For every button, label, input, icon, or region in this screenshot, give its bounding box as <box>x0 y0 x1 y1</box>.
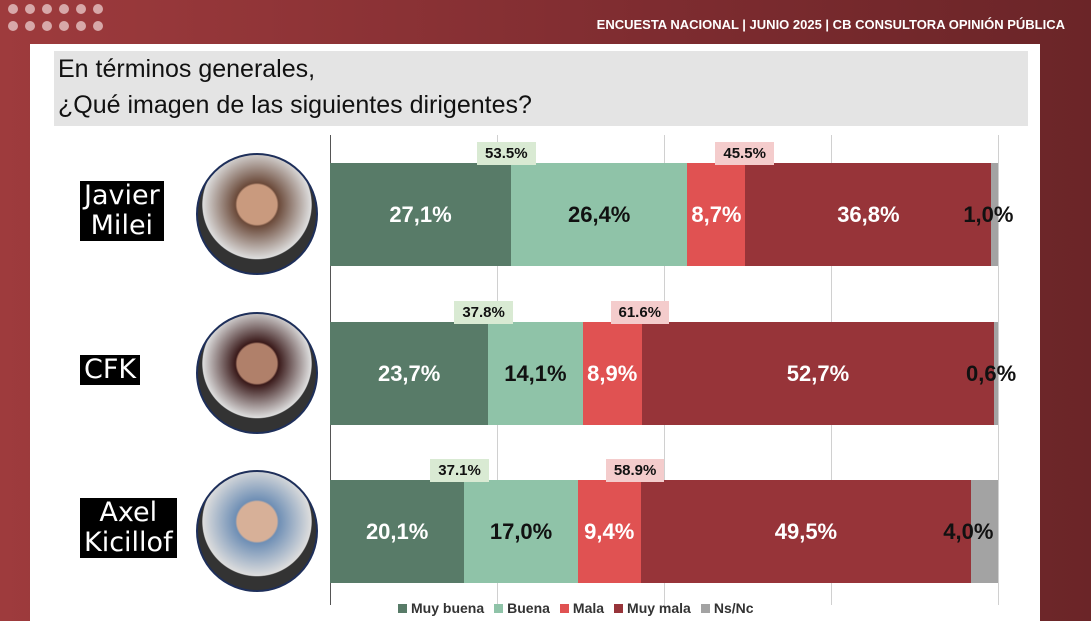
bar-segment: 17,0% <box>464 480 578 583</box>
legend-label: Muy buena <box>411 600 485 616</box>
bar-segment: 14,1% <box>488 322 583 425</box>
legend-label: Mala <box>572 600 605 616</box>
bar-segment: 52,7% <box>641 322 994 425</box>
category-label: Javier Milei <box>80 181 164 241</box>
bar-segment: 49,5% <box>640 480 972 583</box>
category-label: Axel Kicillof <box>80 498 177 558</box>
legend-item: Buena <box>494 600 550 616</box>
legend-swatch <box>614 604 624 613</box>
bar-segment: 20,1% <box>330 480 465 583</box>
legend-item: Ns/Nc <box>700 600 754 616</box>
bar-segment-ns <box>971 480 998 583</box>
question-line-2: ¿Qué imagen de las siguientes dirigentes… <box>58 91 532 119</box>
question-box: En términos generales, ¿Qué imagen de las… <box>54 51 1028 126</box>
bar-segment: 1,0% <box>963 163 1013 266</box>
avatar-cfk <box>196 312 318 434</box>
positive-total-label: 53.5% <box>477 142 536 165</box>
avatar-javier-milei <box>196 153 318 275</box>
bar-segment: 23,7% <box>330 322 489 425</box>
legend: Muy buena Buena Mala Muy mala Ns/Nc <box>398 600 754 616</box>
legend-label: Muy mala <box>627 600 691 616</box>
question-line-1: En términos generales, <box>58 55 316 83</box>
legend-swatch <box>398 604 407 613</box>
bar-segment: 8,9% <box>582 322 642 425</box>
bar-segment: 27,1% <box>330 163 512 266</box>
positive-total-label: 37.1% <box>430 459 489 482</box>
legend-swatch <box>559 604 569 613</box>
legend-swatch <box>700 604 710 613</box>
negative-total-label: 58.9% <box>605 459 665 482</box>
legend-item: Muy mala <box>614 600 691 616</box>
decorative-dots <box>8 4 103 31</box>
legend-item: Mala <box>559 600 605 616</box>
category-label: CFK <box>80 355 141 385</box>
gridline <box>998 135 999 605</box>
legend-item: Muy buena <box>398 600 484 616</box>
bar-segment: 26,4% <box>511 163 688 266</box>
legend-label: Buena <box>507 600 550 616</box>
bar-segment: 4,0% <box>943 518 994 544</box>
legend-swatch <box>494 604 504 613</box>
negative-total-label: 61.6% <box>610 301 670 324</box>
bar-segment: 36,8% <box>745 163 992 266</box>
bar-segment: 9,4% <box>577 480 641 583</box>
bar-segment: 0,6% <box>966 322 1016 425</box>
negative-total-label: 45.5% <box>715 142 774 165</box>
header-title: ENCUESTA NACIONAL | JUNIO 2025 | CB CONS… <box>596 17 1065 32</box>
bar-segment-ns <box>991 163 998 266</box>
avatar-axel-kicillof <box>196 470 318 592</box>
legend-label: Ns/Nc <box>713 600 754 616</box>
bar-segment-ns <box>993 322 998 425</box>
positive-total-label: 37.8% <box>454 301 513 324</box>
bar-segment: 8,7% <box>687 163 746 266</box>
